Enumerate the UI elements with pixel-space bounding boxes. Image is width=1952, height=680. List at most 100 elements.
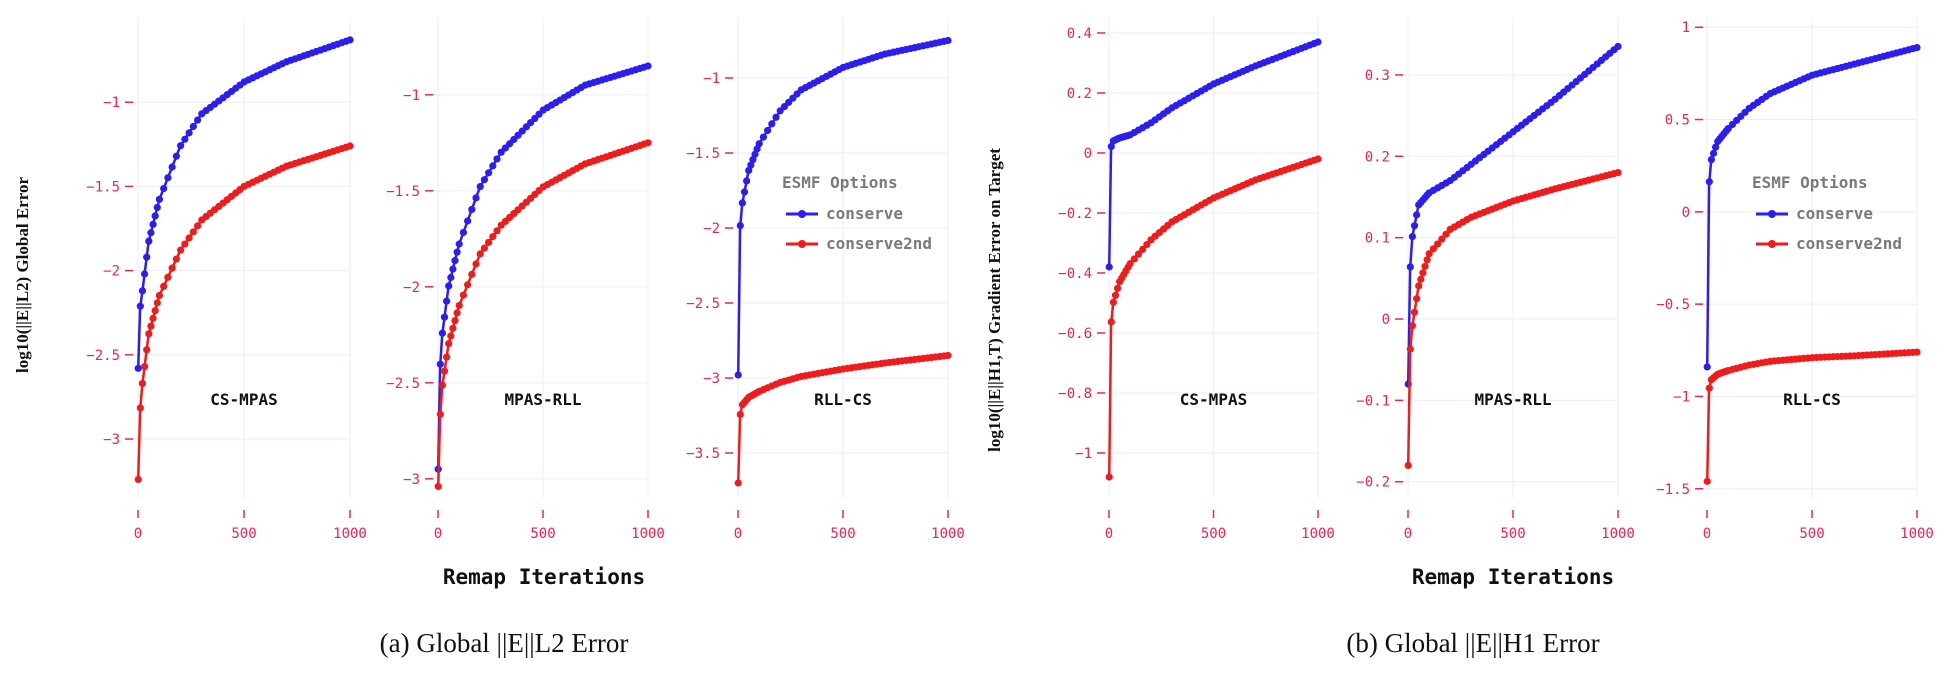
data-point-conserve <box>453 248 461 256</box>
data-point-conserve2nd <box>1423 256 1431 264</box>
x-tick-label: 500 <box>530 526 555 542</box>
data-point-conserve <box>155 195 164 203</box>
y-tick-label: −3.5 <box>686 446 720 462</box>
data-point-conserve2nd <box>445 340 453 348</box>
data-point-conserve <box>738 199 747 207</box>
data-point-conserve2nd <box>1415 282 1423 290</box>
data-point-conserve <box>1408 232 1417 241</box>
caption-a: (a) Global ||E||L2 Error <box>380 628 629 658</box>
y-tick-label: −1 <box>1673 389 1690 405</box>
x-tick-label: 500 <box>1201 526 1226 542</box>
data-point-conserve2nd <box>1703 477 1711 485</box>
x-tick-label: 1000 <box>931 526 965 542</box>
data-point-conserve2nd <box>177 246 185 254</box>
data-point-conserve2nd <box>168 264 176 272</box>
data-point-conserve <box>772 113 780 121</box>
data-point-conserve <box>644 62 652 70</box>
panel-title: MPAS-RLL <box>504 390 581 409</box>
y-tick-label: −3 <box>103 432 120 448</box>
data-point-conserve2nd <box>443 353 451 361</box>
panel-title: CS-MPAS <box>1180 390 1247 409</box>
y-tick-label: −0.6 <box>1058 326 1092 342</box>
panel-b-cs-mpas: −1 −0.8 −0.6 −0.4 −0.2 0 0.2 0.4 0 500 1000 CS-MPAS <box>1058 18 1335 542</box>
data-point-conserve2nd <box>1705 384 1713 392</box>
y-tick-label: −2.5 <box>386 376 420 392</box>
data-point-conserve2nd <box>493 227 501 235</box>
data-point-conserve2nd <box>164 273 172 281</box>
data-point-conserve <box>1705 178 1713 186</box>
panel-title: MPAS-RLL <box>1474 390 1551 409</box>
x-tick-label: 500 <box>1799 526 1824 542</box>
y-tick-label: −0.1 <box>1356 393 1390 409</box>
data-point-conserve2nd <box>1434 240 1442 248</box>
data-point-conserve2nd <box>434 482 442 491</box>
data-point-conserve <box>346 36 354 44</box>
data-point-conserve2nd <box>145 330 153 338</box>
y-tick-label: −1.5 <box>86 179 120 195</box>
panel-b-rll-cs: −1.5 −1 −0.5 0 0.5 1 0 500 1000 RLL-CS <box>1656 18 1934 542</box>
y-tick-label: −1 <box>403 88 420 104</box>
data-point-conserve <box>151 212 159 220</box>
data-point-conserve <box>455 240 463 248</box>
data-point-conserve2nd <box>1126 260 1134 268</box>
data-point-conserve2nd <box>476 250 484 258</box>
data-point-conserve <box>489 162 497 170</box>
data-point-conserve <box>1712 143 1720 151</box>
data-point-conserve2nd <box>1107 318 1115 326</box>
data-point-conserve <box>1406 263 1414 271</box>
data-point-conserve <box>138 287 147 295</box>
data-point-conserve2nd <box>140 363 149 371</box>
data-point-conserve <box>440 313 449 321</box>
data-point-conserve2nd <box>1410 308 1419 316</box>
data-point-conserve <box>447 273 455 282</box>
y-tick-label: −2.5 <box>686 296 720 312</box>
data-point-conserve2nd <box>468 270 476 278</box>
data-point-conserve2nd <box>1111 291 1120 299</box>
data-point-conserve2nd <box>172 255 180 263</box>
data-point-conserve2nd <box>1421 262 1429 270</box>
data-point-conserve2nd <box>459 291 468 299</box>
left-ylabel: log10(||E||L2) Global Error <box>13 177 32 373</box>
data-point-conserve <box>464 217 472 225</box>
data-point-conserve2nd <box>1429 245 1438 253</box>
data-point-conserve <box>449 265 457 273</box>
data-point-conserve <box>493 155 501 163</box>
data-point-conserve2nd <box>736 410 744 419</box>
data-point-conserve2nd <box>1113 284 1122 292</box>
data-point-conserve2nd <box>134 475 142 484</box>
data-point-conserve <box>476 183 484 191</box>
y-tick-label: 0.2 <box>1365 149 1390 165</box>
data-point-conserve <box>160 184 168 193</box>
data-point-conserve <box>193 116 202 124</box>
data-point-conserve <box>747 161 755 169</box>
data-point-conserve2nd <box>1314 155 1322 163</box>
data-point-conserve2nd <box>436 410 444 418</box>
data-point-conserve2nd <box>1143 240 1151 249</box>
data-point-conserve <box>185 129 193 137</box>
panel-a-mpas-rll: −3 −2.5 −2 −1.5 −1 0 500 1000 MPAS-RLL <box>386 18 665 542</box>
data-point-conserve <box>743 177 751 185</box>
data-point-conserve <box>177 142 185 150</box>
data-point-conserve <box>1614 42 1622 51</box>
panel-b-mpas-rll: −0.2 −0.1 0 0.1 0.2 0.3 0 500 1000 MPAS-RLL <box>1356 18 1635 542</box>
data-point-conserve2nd <box>451 316 459 325</box>
data-point-conserve <box>1707 155 1716 164</box>
data-point-conserve2nd <box>149 314 157 322</box>
data-point-conserve <box>1913 43 1921 52</box>
data-point-conserve <box>1107 142 1115 150</box>
data-point-conserve <box>1703 363 1711 371</box>
data-point-conserve2nd <box>455 301 463 310</box>
data-point-conserve <box>1709 149 1718 157</box>
legend-conserve2nd-marker <box>798 240 806 248</box>
x-tick-label: 0 <box>434 526 442 542</box>
data-point-conserve <box>759 133 768 141</box>
y-tick-label: 0 <box>1682 205 1690 221</box>
x-tick-label: 0 <box>1703 526 1711 542</box>
data-point-conserve <box>443 297 451 305</box>
data-point-conserve <box>734 371 742 379</box>
data-point-conserve <box>1314 38 1322 46</box>
legend-conserve2nd-label: conserve2nd <box>826 234 932 253</box>
y-tick-label: −2 <box>403 280 420 296</box>
right-ylabel: log10(||E||H1,T) Gradient Error on Targe… <box>985 148 1004 452</box>
data-point-conserve <box>164 174 172 182</box>
